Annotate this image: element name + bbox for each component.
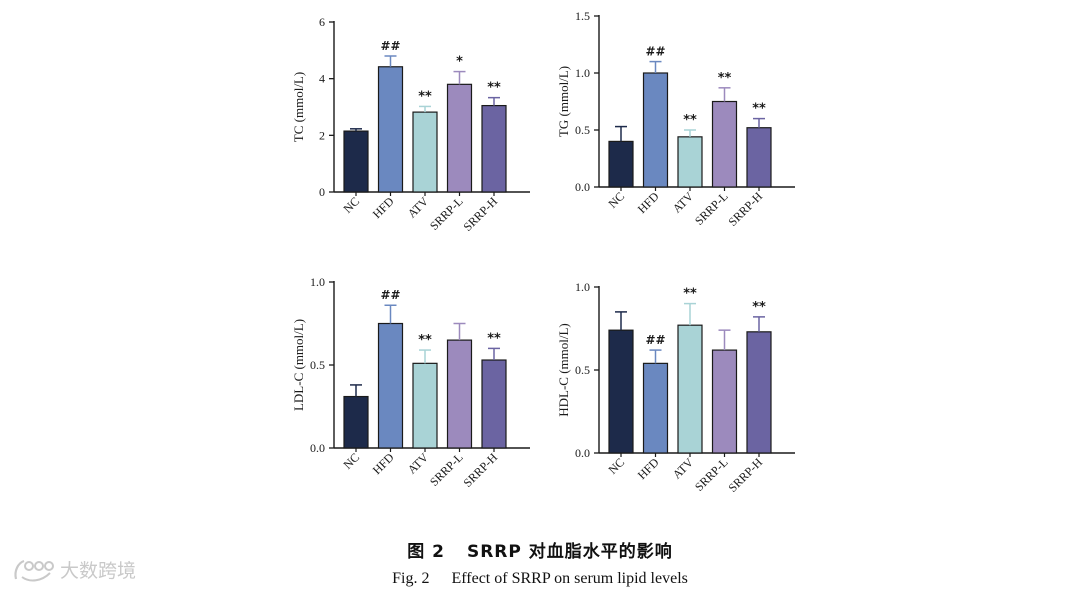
significance-mark-hfd: ## [380, 39, 400, 53]
bar-srrp-h [481, 104, 507, 193]
x-tick-label-hfd: HFD [635, 189, 662, 216]
significance-mark-srrp-h: ** [487, 81, 501, 96]
significance-mark-atv: ** [683, 113, 697, 128]
bar-hfd [642, 72, 669, 188]
bar-srrp-l [711, 349, 738, 454]
caption-en-label: Fig. 2 [392, 570, 430, 587]
y-tick-label: 1.0 [310, 275, 325, 289]
bar-nc [343, 395, 369, 449]
bar-srrp-h [481, 359, 507, 449]
bar-srrp-h [746, 331, 772, 454]
y-tick-label: 0.5 [575, 123, 590, 137]
bar-hfd [642, 362, 669, 454]
x-tick-label-atv: ATV [670, 455, 697, 482]
x-tick-label-srrp-h: SRRP-H [726, 455, 766, 495]
y-tick-label: 0.0 [575, 180, 590, 194]
x-tick-label-srrp-l: SRRP-L [427, 194, 466, 233]
significance-mark-srrp-l: ** [718, 71, 732, 86]
caption-zh-text: SRRP 对血脂水平的影响 [466, 542, 673, 562]
y-tick-label: 1.5 [575, 9, 590, 23]
significance-mark-atv: ** [683, 287, 697, 302]
x-tick-label-srrp-h: SRRP-H [726, 189, 766, 229]
significance-mark-hfd: ## [645, 333, 665, 347]
x-tick-label-nc: NC [605, 455, 627, 477]
figure-caption-zh: 图 2 SRRP 对血脂水平的影响 [0, 537, 1080, 562]
x-tick-label-nc: NC [605, 189, 627, 211]
x-tick-label-nc: NC [340, 194, 362, 216]
bar-atv [412, 362, 438, 449]
bar-nc [608, 140, 634, 188]
x-tick-label-srrp-l: SRRP-L [427, 450, 466, 489]
x-tick-label-nc: NC [340, 450, 362, 472]
bar-hfd [377, 322, 404, 449]
significance-mark-atv: ** [418, 89, 432, 104]
bar-nc [608, 329, 634, 454]
y-tick-label: 4 [319, 72, 325, 86]
bar-atv [412, 111, 438, 193]
tc-chart: 0 2 4 6 TC (mmol/L) NC ## HFD ** ATV * SRRP-L ** SRRP… [291, 15, 530, 234]
watermark: 大数跨境 [12, 556, 136, 583]
y-tick-label: 1.0 [575, 280, 590, 294]
figure-caption-en: Fig. 2 Effect of SRRP on serum lipid leve… [0, 570, 1080, 588]
y-axis-label: LDL-C (mmol/L) [291, 319, 306, 411]
x-tick-label-atv: ATV [670, 189, 697, 216]
y-tick-label: 0.5 [310, 358, 325, 372]
watermark-text: 大数跨境 [60, 560, 137, 582]
x-tick-label-srrp-h: SRRP-H [461, 450, 501, 490]
y-tick-label: 6 [319, 15, 325, 29]
x-tick-label-srrp-l: SRRP-L [692, 455, 731, 494]
x-tick-label-srrp-l: SRRP-L [692, 189, 731, 228]
x-tick-label-atv: ATV [405, 450, 432, 477]
bar-atv [677, 136, 703, 188]
bar-srrp-h [746, 127, 772, 188]
y-tick-label: 1.0 [575, 66, 590, 80]
significance-mark-srrp-l: * [456, 55, 463, 70]
tg-chart: 0.0 0.5 1.0 1.5 TG (mmol/L) NC ## HFD ** ATV ** SRR… [556, 9, 795, 229]
significance-mark-hfd: ## [380, 288, 400, 302]
x-tick-label-hfd: HFD [370, 194, 397, 221]
y-axis-label: TC (mmol/L) [291, 72, 306, 142]
y-tick-label: 0.0 [310, 441, 325, 455]
y-tick-label: 0 [319, 185, 325, 199]
x-tick-label-hfd: HFD [635, 455, 662, 482]
significance-mark-srrp-h: ** [752, 102, 766, 117]
y-tick-label: 2 [319, 128, 325, 142]
significance-mark-srrp-h: ** [487, 331, 501, 346]
y-tick-label: 0.0 [575, 446, 590, 460]
x-tick-label-hfd: HFD [370, 450, 397, 477]
bar-srrp-l [446, 339, 473, 449]
caption-zh-label: 图 2 [407, 542, 445, 562]
bar-srrp-l [711, 100, 738, 188]
significance-mark-srrp-h: ** [752, 300, 766, 315]
bar-hfd [377, 66, 404, 193]
significance-mark-atv: ** [418, 333, 432, 348]
x-tick-label-atv: ATV [405, 194, 432, 221]
bar-nc [343, 130, 369, 193]
bar-atv [677, 324, 703, 454]
x-tick-label-srrp-h: SRRP-H [461, 194, 501, 234]
y-axis-label: HDL-C (mmol/L) [556, 323, 571, 417]
y-axis-label: TG (mmol/L) [556, 66, 571, 137]
watermark-logo-icon [14, 559, 54, 581]
caption-en-text: Effect of SRRP on serum lipid levels [451, 570, 688, 587]
y-tick-label: 0.5 [575, 363, 590, 377]
significance-mark-hfd: ## [645, 45, 665, 59]
bar-srrp-l [446, 83, 473, 193]
